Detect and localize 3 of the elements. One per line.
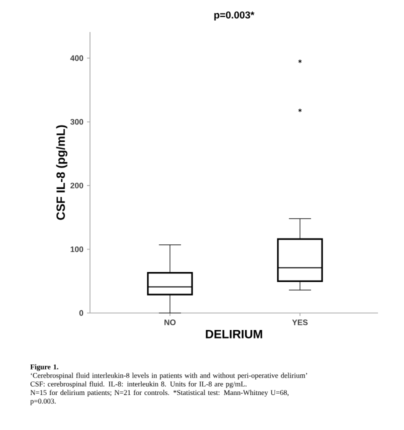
- chart-title: p=0.003*: [214, 11, 254, 20]
- x-axis-title: DELIRIUM: [206, 330, 262, 338]
- y-axis-title: CSF IL-8 (pg/mL): [56, 125, 68, 220]
